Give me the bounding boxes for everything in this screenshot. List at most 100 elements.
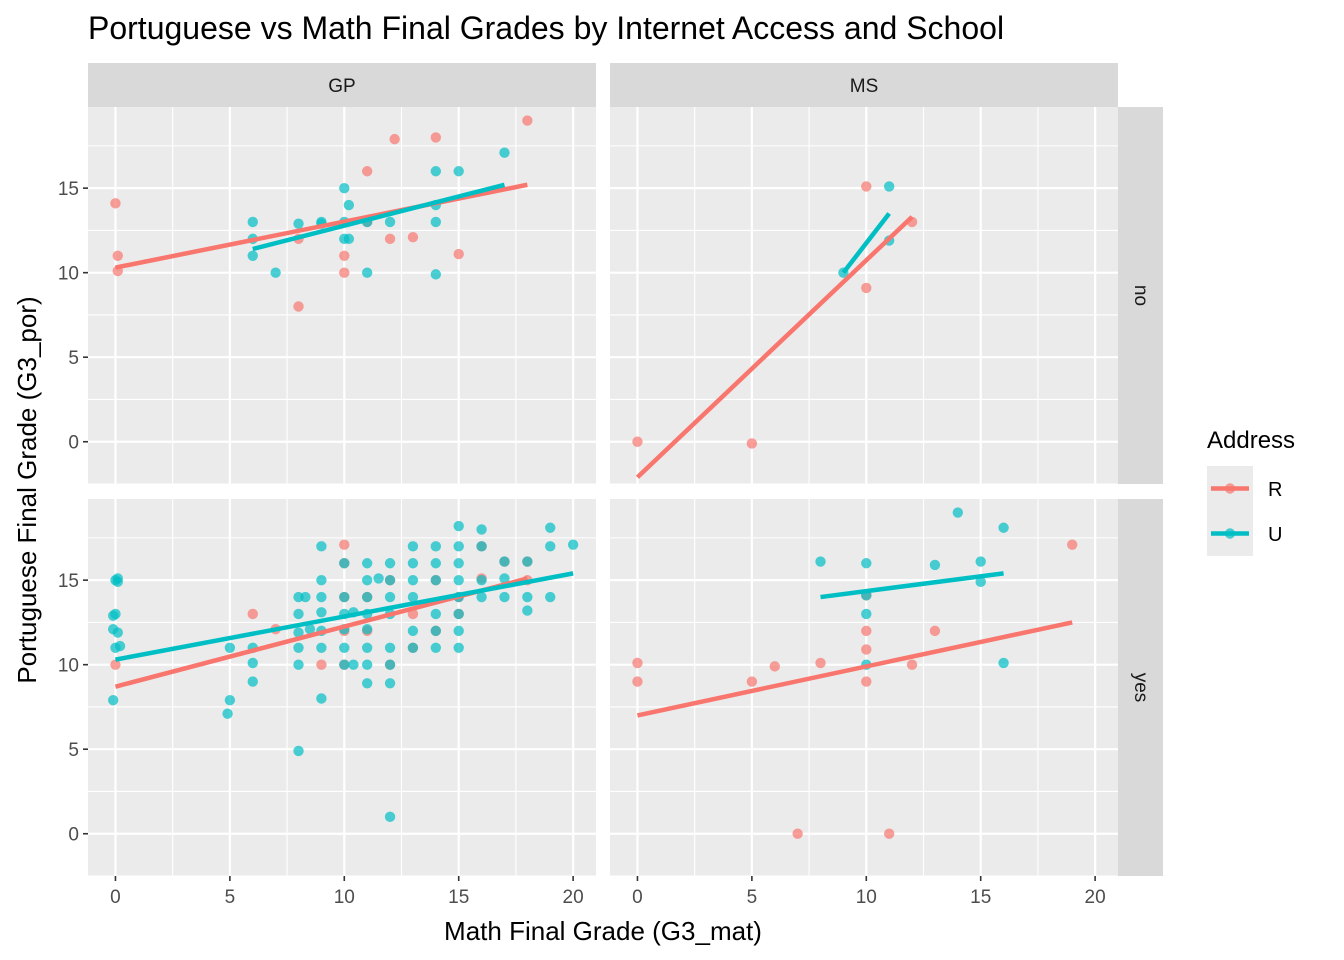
data-point-u — [316, 591, 327, 603]
data-point-u — [545, 541, 556, 552]
data-point-u — [339, 591, 350, 603]
facet-strip-label: MS — [850, 76, 879, 97]
data-point-r — [861, 282, 872, 294]
data-point-u — [247, 216, 258, 228]
data-point-u — [361, 558, 373, 569]
data-point-r — [632, 657, 643, 669]
data-point-u — [384, 678, 396, 689]
data-point-u — [407, 642, 419, 653]
data-point-u — [567, 539, 579, 550]
y-tick-label: 0 — [68, 825, 79, 846]
data-point-u — [430, 541, 442, 552]
data-point-u — [952, 507, 964, 518]
legend-title: Address — [1207, 427, 1295, 454]
panel-data-ms-yes — [632, 507, 1078, 839]
x-tick-label: 15 — [970, 887, 991, 908]
x-tick-label: 10 — [334, 887, 355, 908]
data-point-r — [339, 250, 350, 261]
data-point-u — [883, 181, 895, 192]
y-tick-label: 5 — [68, 740, 79, 761]
fit-line-u — [820, 571, 1004, 600]
data-point-u — [522, 605, 533, 616]
data-point-r — [906, 659, 918, 670]
facet-strip-gp — [88, 63, 596, 107]
data-point-u — [361, 267, 373, 278]
data-point-r — [861, 181, 872, 192]
data-point-u — [247, 250, 258, 261]
data-point-u — [293, 745, 304, 757]
x-tick-label: 20 — [563, 887, 584, 908]
data-point-u — [522, 591, 533, 603]
panel-background — [88, 499, 596, 876]
data-point-r — [861, 676, 872, 687]
data-point-r — [769, 661, 780, 672]
panel-background — [610, 499, 1118, 876]
data-point-r — [522, 115, 533, 126]
data-point-u — [384, 811, 396, 823]
data-point-u — [453, 642, 464, 653]
data-point-u — [343, 233, 355, 245]
data-point-u — [361, 574, 373, 586]
x-tick-label: 0 — [632, 887, 643, 908]
data-point-u — [998, 522, 1009, 533]
x-tick-label: 5 — [225, 887, 236, 908]
panel-data-ms-no — [632, 181, 918, 479]
panels-layer: GP MS no yes 0 5 10 15 0 5 10 15 0 5 10 15 20 0 5 10 15 20 — [58, 63, 1163, 908]
data-point-u — [499, 147, 510, 158]
facet-strip-ms — [610, 63, 1118, 107]
facet-strip-label: no — [1130, 285, 1151, 306]
data-point-u — [453, 520, 464, 532]
data-point-u — [861, 608, 872, 620]
data-point-r — [339, 539, 350, 550]
data-point-u — [476, 524, 487, 535]
data-point-u — [384, 574, 396, 586]
fit-line-u — [115, 571, 574, 662]
data-point-r — [792, 828, 803, 839]
data-point-r — [746, 438, 758, 449]
fit-line-u — [841, 212, 891, 275]
data-point-u — [861, 558, 872, 569]
data-point-u — [545, 522, 556, 533]
data-point-r — [453, 248, 464, 260]
panel-data-gp-yes — [107, 520, 579, 823]
data-point-u — [975, 576, 986, 588]
data-point-u — [293, 608, 304, 620]
data-point-u — [499, 573, 510, 584]
data-point-u — [430, 166, 442, 177]
data-point-u — [110, 642, 121, 653]
data-point-r — [384, 233, 396, 245]
data-point-u — [407, 625, 419, 637]
data-point-u — [430, 642, 442, 653]
data-point-r — [247, 608, 258, 620]
data-point-u — [224, 694, 236, 706]
data-point-r — [632, 676, 643, 687]
y-tick-label: 10 — [58, 264, 79, 285]
y-tick-label: 15 — [58, 179, 79, 200]
chart-title: Portuguese vs Math Final Grades by Inter… — [88, 10, 1004, 46]
data-point-r — [746, 676, 758, 687]
data-point-u — [522, 556, 533, 567]
data-point-r — [861, 644, 872, 655]
facet-strip-label: GP — [328, 76, 355, 97]
data-point-u — [430, 574, 442, 586]
data-point-u — [293, 218, 304, 229]
data-point-u — [453, 625, 464, 637]
legend: Address R U — [1207, 427, 1295, 556]
data-point-u — [316, 642, 327, 653]
data-point-r — [407, 231, 419, 243]
data-point-u — [384, 659, 396, 670]
data-point-u — [384, 216, 396, 228]
data-point-u — [384, 558, 396, 569]
data-point-r — [112, 250, 123, 261]
data-point-u — [430, 625, 442, 637]
data-point-u — [339, 182, 350, 194]
data-point-r — [293, 301, 304, 312]
data-point-r — [110, 198, 121, 209]
data-point-u — [293, 659, 304, 670]
data-point-u — [430, 608, 442, 620]
data-point-u — [348, 659, 359, 670]
data-point-u — [339, 659, 350, 670]
data-point-u — [453, 541, 464, 552]
